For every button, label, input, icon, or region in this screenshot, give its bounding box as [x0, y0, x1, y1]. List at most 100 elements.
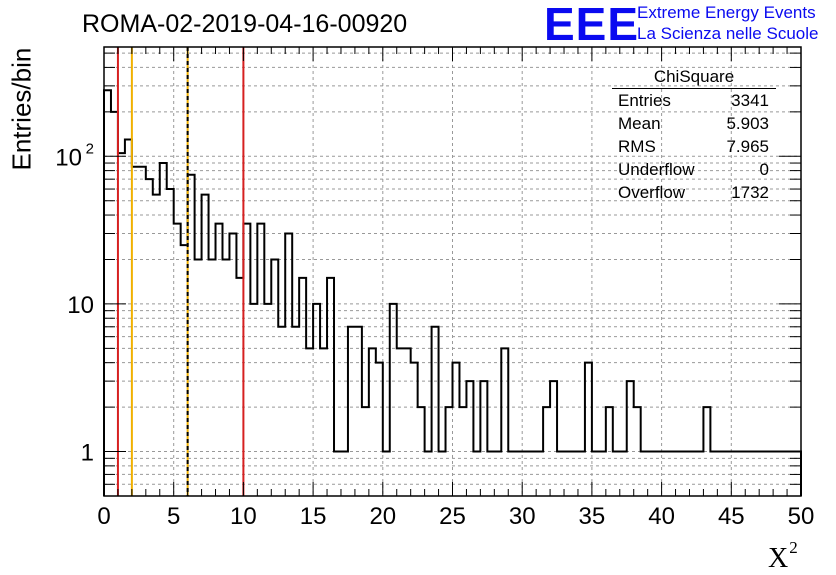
histogram-bin	[425, 452, 432, 496]
histogram-bin	[515, 452, 522, 496]
histogram-bin	[585, 363, 592, 496]
histogram-bin	[446, 407, 453, 496]
histogram-bin	[662, 452, 669, 496]
stats-value: 7.965	[726, 137, 769, 156]
histogram-bin	[167, 189, 174, 496]
histogram-bin	[299, 278, 306, 496]
histogram-bin	[508, 452, 515, 496]
histogram-bin	[160, 163, 167, 496]
histogram-bin	[669, 452, 676, 496]
stats-label: Overflow	[618, 183, 686, 202]
x-tick-label: 30	[509, 503, 536, 530]
histogram-bin	[752, 452, 759, 496]
histogram-steps	[103, 89, 802, 496]
histogram-bin	[390, 304, 397, 496]
histogram-bin	[348, 327, 355, 496]
x-tick-label: 50	[788, 503, 815, 530]
histogram-bin	[689, 452, 696, 496]
x-axis-label: X2	[768, 538, 798, 575]
histogram-bin	[780, 452, 787, 496]
histogram-bin	[153, 195, 160, 496]
x-tick-label: 25	[439, 503, 466, 530]
chart-title: ROMA-02-2019-04-16-00920	[82, 10, 408, 38]
histogram-bin	[494, 452, 501, 496]
histogram-bin	[543, 407, 550, 496]
histogram-bin	[613, 452, 620, 496]
histogram-bin	[243, 224, 250, 496]
histogram-bin	[285, 233, 292, 496]
histogram-bin	[550, 381, 557, 496]
stats-row-rms: RMS 7.965	[612, 135, 776, 158]
histogram-bin	[383, 452, 390, 496]
histogram-bin	[676, 452, 683, 496]
histogram-bin	[250, 304, 257, 496]
histogram-bin	[466, 381, 473, 496]
histogram-bin	[432, 327, 439, 496]
histogram-bin	[459, 407, 466, 496]
histogram-bin	[648, 452, 655, 496]
histogram-bin	[229, 233, 236, 496]
x-tick-label: 20	[369, 503, 396, 530]
histogram-bin	[327, 278, 334, 496]
histogram-bin	[634, 407, 641, 496]
histogram-bin	[536, 452, 543, 496]
histogram-bin	[480, 381, 487, 496]
histogram-bin	[522, 452, 529, 496]
histogram-bin	[334, 452, 341, 496]
histogram-bin	[473, 452, 480, 496]
histogram-bin	[202, 195, 209, 496]
stats-value: 3341	[731, 91, 769, 110]
histogram-bin	[578, 452, 585, 496]
histogram-bin	[724, 452, 731, 496]
eee-logo: EEE	[544, 0, 640, 50]
histogram-bin	[766, 452, 773, 496]
x-tick-label: 0	[97, 503, 110, 530]
histogram-bin	[453, 363, 460, 496]
stats-row-mean: Mean 5.903	[612, 112, 776, 135]
histogram-bin	[501, 348, 508, 496]
histogram-bin	[439, 452, 446, 496]
histogram-bin	[710, 452, 717, 496]
histogram-bin	[696, 452, 703, 496]
x-tick-label: 5	[167, 503, 180, 530]
histogram-bin	[564, 452, 571, 496]
histogram-bin	[641, 452, 648, 496]
histogram-bin	[397, 348, 404, 496]
histogram-bin	[745, 452, 752, 496]
x-axis-label-exponent: 2	[789, 538, 798, 557]
histogram-bin	[599, 452, 606, 496]
histogram-bin	[355, 327, 362, 496]
histogram-bin	[404, 348, 411, 496]
logo-subtitle-1: Extreme Energy Events	[637, 3, 816, 22]
histogram-bin	[188, 175, 195, 496]
histogram-bin	[557, 452, 564, 496]
x-axis-label-base: X	[768, 543, 789, 574]
histogram-bin	[418, 407, 425, 496]
histogram-bin	[731, 452, 738, 496]
histogram-bin	[118, 153, 125, 496]
histogram-bin	[362, 407, 369, 496]
histogram-bin	[306, 348, 313, 496]
histogram-bin	[376, 363, 383, 496]
stats-value: 1732	[731, 183, 769, 202]
histogram-bin	[773, 452, 780, 496]
histogram-bin	[264, 304, 271, 496]
stats-box: ChiSquare Entries 3341 Mean 5.903 RMS 7.965…	[612, 66, 776, 204]
histogram-bin	[195, 259, 202, 496]
logo-subtitle-2: La Scienza nelle Scuole	[637, 24, 819, 43]
histogram-bin	[132, 167, 139, 496]
stats-row-entries: Entries 3341	[612, 89, 776, 112]
histogram-bin	[592, 452, 599, 496]
histogram-bin	[222, 259, 229, 496]
histogram-bin	[738, 452, 745, 496]
stats-label: Underflow	[618, 160, 695, 179]
histogram-bin	[411, 363, 418, 496]
y-tick-label: 1	[81, 440, 94, 467]
histogram-bin	[341, 452, 348, 496]
histogram-bin	[759, 452, 766, 496]
histogram-bin	[236, 278, 243, 496]
histogram-bin	[257, 224, 264, 496]
stats-label: Mean	[618, 114, 661, 133]
histogram-bin	[487, 452, 494, 496]
y-tick-exponent: 2	[86, 140, 94, 157]
